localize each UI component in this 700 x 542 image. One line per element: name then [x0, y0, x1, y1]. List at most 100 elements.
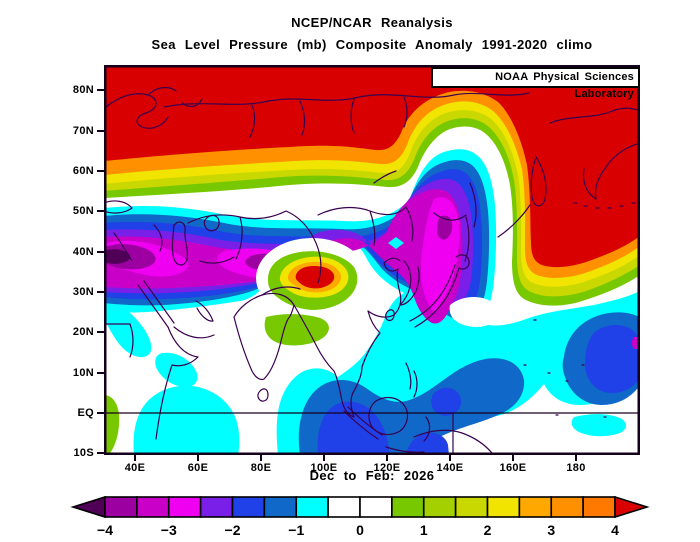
lat-tick-label-40N: 40N	[72, 245, 94, 258]
black-sea-coast	[104, 200, 133, 214]
coastlines-and-borders	[104, 86, 640, 454]
colorbar-tick-label--4: −4	[97, 522, 113, 538]
lat-tick-label-10N: 10N	[72, 366, 94, 379]
pacific-island-dots	[523, 319, 607, 418]
lon-tick-label-40E: 40E	[124, 462, 146, 474]
lon-tick-mark	[260, 455, 262, 461]
india-coastline	[233, 292, 295, 381]
positive-anomaly-bands	[104, 65, 640, 306]
colorbar-cell-12	[486, 496, 521, 518]
indochina-coastline	[293, 304, 381, 418]
lat-tick-mark	[97, 89, 104, 91]
colorbar-cell-5	[263, 496, 298, 518]
levant-red-sea	[113, 232, 175, 328]
lon-tick-mark	[449, 455, 451, 461]
china-coastline	[367, 257, 402, 318]
colorbar-tick-label-3: 3	[547, 522, 555, 538]
colorbar-tick-label-4: 4	[611, 522, 619, 538]
lon-tick-label-80E: 80E	[250, 462, 272, 474]
lon-tick-mark	[512, 455, 514, 461]
lat-tick-label-50N: 50N	[72, 205, 94, 217]
persian-gulf	[195, 300, 214, 322]
colorbar-tick-label-2: 2	[484, 522, 492, 538]
philippines	[405, 362, 418, 398]
chukotka-alaska-coast	[549, 107, 640, 200]
siberian-rivers	[249, 96, 408, 138]
lon-tick-label-60E: 60E	[187, 462, 209, 474]
colorbar-cell-13	[518, 496, 553, 518]
colorbar-cell-15	[582, 496, 616, 518]
colorbar-cell-2	[167, 496, 202, 518]
colorbar-tick-label-0: 0	[356, 522, 364, 538]
lat-tick-label-30N: 30N	[72, 286, 94, 298]
caspian-sea	[171, 221, 189, 266]
lake-baikal	[373, 170, 397, 184]
lat-tick-label-80N: 80N	[72, 84, 94, 96]
sri-lanka	[257, 388, 269, 402]
arctic-coastline	[163, 92, 530, 108]
white-patch-east-of-japan	[449, 297, 498, 327]
lat-tick-mark	[97, 452, 104, 454]
lat-tick-label-10S: 10S	[73, 447, 94, 459]
aleutian-islands	[573, 202, 636, 209]
colorbar-cell-8	[359, 496, 393, 518]
map-frame-border	[104, 65, 640, 455]
lat-tick-mark	[97, 170, 104, 172]
colorbar: −4 −3 −2 −1 0 1 2 3 4	[70, 495, 650, 538]
lat-tick-label-EQ: EQ	[77, 407, 94, 419]
colorbar-tick-label-1: 1	[420, 522, 428, 538]
lon-tick-mark	[323, 455, 325, 461]
sulawesi-new-guinea	[413, 412, 493, 454]
lat-tick-label-20N: 20N	[72, 326, 94, 338]
central-asia-borders	[153, 206, 414, 296]
tibet-positive-bullseye	[256, 238, 368, 318]
lon-tick-label-140E: 140E	[436, 462, 464, 474]
lon-tick-label-160E: 160E	[499, 462, 527, 474]
colorbar-cell-11	[454, 496, 489, 518]
colorbar-left-arrow	[70, 495, 106, 519]
lat-tick-mark	[97, 331, 104, 333]
scandinavia-coastline	[105, 86, 203, 129]
lat-tick-label-60N: 60N	[72, 165, 94, 177]
colorbar-tick-label--3: −3	[161, 522, 177, 538]
lon-tick-label-180: 180	[566, 462, 586, 474]
lat-tick-mark	[97, 210, 104, 212]
okhotsk-amur	[433, 182, 477, 228]
lat-tick-mark	[97, 412, 104, 414]
contour-map-svg	[104, 65, 640, 455]
borneo	[368, 396, 409, 436]
colorbar-cell-0	[104, 496, 138, 518]
colorbar-cell-1	[136, 496, 170, 518]
aral-sea	[203, 214, 220, 232]
japan-arc	[409, 254, 470, 328]
korea-peninsula	[399, 260, 420, 306]
egypt-sudan-border	[104, 323, 134, 358]
lon-tick-label-120E: 120E	[373, 462, 401, 474]
colorbar-cell-14	[550, 496, 584, 518]
lat-tick-mark	[97, 129, 104, 132]
taiwan	[385, 309, 395, 322]
colorbar-cell-6	[295, 496, 329, 518]
colorbar-tick-label--1: −1	[288, 522, 304, 538]
lat-tick-mark	[97, 250, 104, 253]
plot-subtitle: Sea Level Pressure (mb) Composite Anomal…	[151, 37, 593, 52]
lon-tick-mark	[197, 455, 199, 461]
colorbar-right-arrow	[614, 495, 650, 519]
colorbar-tick-label--2: −2	[225, 522, 241, 538]
lat-tick-mark	[97, 291, 104, 293]
colorbar-cell-10	[422, 496, 457, 518]
colorbar-cell-7	[327, 496, 361, 518]
colorbar-cell-3	[199, 496, 234, 518]
lat-tick-label-70N: 70N	[72, 124, 94, 137]
kamchatka-kurils	[497, 156, 547, 238]
lon-tick-mark	[134, 455, 136, 461]
colorbar-cell-9	[391, 496, 425, 518]
noaa-credit-box: NOAA Physical Sciences Laboratory	[431, 67, 640, 100]
season-caption: Dec to Feb: 2026	[309, 468, 435, 483]
lon-tick-mark	[575, 455, 577, 461]
lat-tick-mark	[97, 371, 104, 374]
lon-tick-label-100E: 100E	[310, 462, 338, 474]
colorbar-cell-4	[231, 496, 266, 518]
lon-tick-mark	[386, 455, 388, 461]
